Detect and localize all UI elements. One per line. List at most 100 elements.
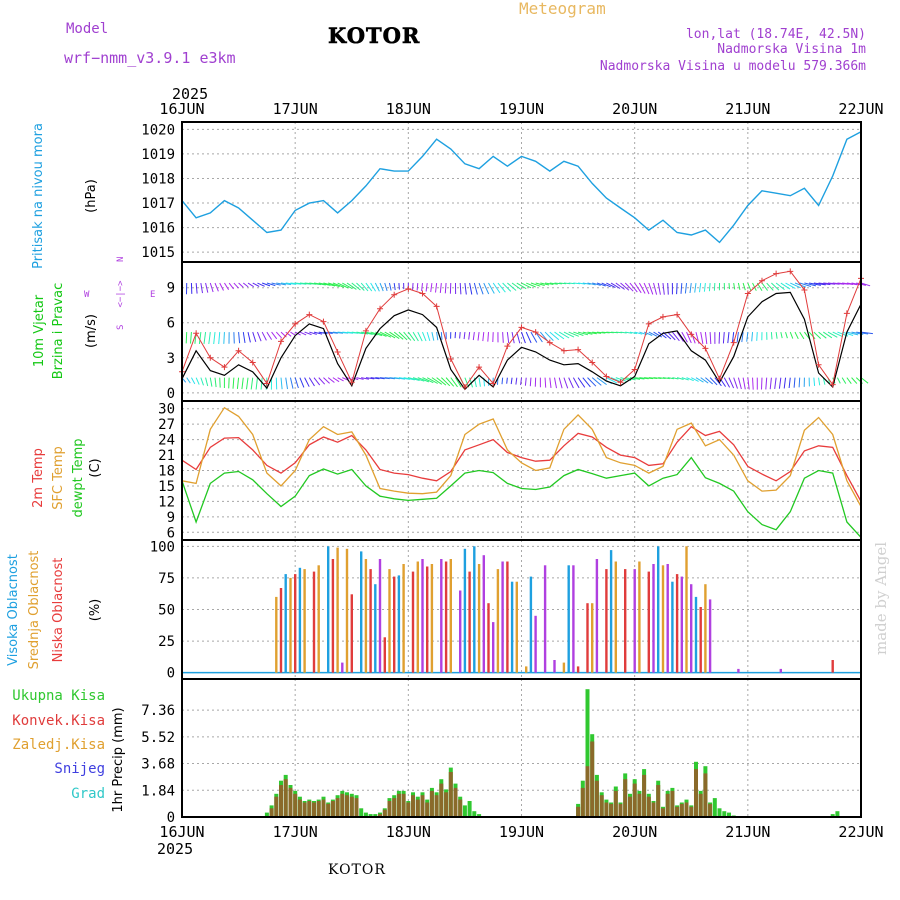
wind-barb: [417, 331, 423, 342]
gust-marker: [433, 303, 440, 310]
precip-legend: Ukupna Kisa Konvek.Kisa Zaledj.Kisa Snij…: [12, 688, 105, 802]
precip-bar: [727, 812, 731, 817]
precip-bar: [302, 802, 307, 817]
wind-barb: [737, 377, 742, 390]
day-label-top: 20JUN: [612, 100, 657, 118]
wind-barb: [606, 377, 618, 384]
cloud-bar: [440, 559, 443, 673]
wind-barb: [342, 282, 353, 290]
model-name: wrf−nmm_v3.9.1 e3km: [64, 49, 236, 67]
wind-barb: [516, 331, 521, 344]
wind-barb: [440, 332, 443, 340]
wind-barb: [360, 282, 369, 292]
day-label-top: 17JUN: [273, 100, 318, 118]
wind-barb: [823, 331, 833, 339]
cloud-bar: [647, 571, 650, 673]
precip-bar: [335, 798, 340, 817]
y-tick-label: 100: [150, 539, 175, 555]
wind-barb: [789, 331, 794, 339]
wind-barb: [261, 331, 267, 341]
wind-barb: [625, 331, 632, 334]
wind-barb: [601, 282, 611, 288]
wind-barb: [771, 282, 780, 291]
wind-barb: [506, 377, 508, 384]
precip-bar: [288, 787, 293, 817]
wind-barb: [694, 282, 697, 293]
precip-bar: [462, 805, 467, 817]
precip-bar: [623, 779, 628, 817]
wind-barb: [667, 331, 676, 341]
wind-barb: [488, 282, 495, 294]
wind-barb: [525, 331, 532, 344]
wind-barb: [247, 331, 251, 343]
cloud-bar: [317, 565, 320, 673]
wind-barb: [515, 377, 518, 385]
y-tick-label: 1015: [141, 245, 175, 261]
wind-barb: [356, 377, 364, 380]
wind-barb: [709, 377, 718, 386]
cloud-bar: [426, 566, 429, 673]
wind-barb: [643, 282, 650, 295]
precip-bar: [345, 795, 349, 817]
wind-barb: [516, 282, 527, 290]
gust-marker: [263, 380, 270, 387]
y-tick-label: 0: [167, 810, 175, 826]
wind-barb: [563, 331, 575, 338]
wind-barb: [563, 377, 569, 389]
gust-marker: [688, 331, 695, 338]
wind-barb: [247, 282, 254, 288]
wind-barb: [252, 331, 257, 342]
gust-marker: [221, 364, 228, 371]
gust-marker: [546, 339, 553, 346]
wind-barb: [568, 331, 579, 337]
precip-bar: [618, 803, 623, 817]
cloud-bar: [562, 662, 566, 673]
wind-barb: [851, 377, 858, 384]
wind-barb: [502, 332, 504, 343]
precip-bar: [434, 795, 439, 817]
y-tick-label: 6: [167, 316, 175, 332]
cloud-bar: [586, 603, 589, 673]
wind-barb: [304, 377, 310, 387]
wind-barb: [785, 282, 796, 289]
model-label: Model: [66, 21, 108, 37]
wind-barb: [260, 377, 263, 390]
precip-bar: [585, 766, 590, 817]
cloud-bar: [468, 571, 471, 673]
wind-barb: [684, 282, 688, 294]
wind-barb: [662, 282, 665, 295]
gust-marker: [843, 310, 850, 317]
cloud-bar: [345, 548, 349, 673]
wind-barb: [198, 332, 202, 344]
wind-barb: [477, 332, 480, 341]
precip-bar: [599, 795, 604, 817]
gust-marker: [306, 311, 313, 318]
precip-bar: [628, 796, 632, 817]
wind-barb: [644, 377, 654, 380]
wind-barb: [318, 377, 326, 385]
wind-barb: [722, 332, 725, 344]
day-label-bottom: 21JUN: [725, 823, 770, 841]
coords-label: lon,lat (18.74E, 42.5N): [686, 27, 866, 42]
wind-barb: [290, 331, 296, 336]
wind-barb: [822, 377, 826, 385]
wind-barb: [676, 377, 684, 380]
wind-barb: [190, 332, 192, 344]
elevation-label: Nadmorska Visina 1m: [717, 42, 866, 57]
precip-bar: [368, 814, 373, 817]
wind-barb: [510, 377, 513, 385]
cloud-bar: [289, 577, 292, 673]
wind-barb: [615, 282, 625, 290]
precip-bar: [656, 785, 661, 817]
wind-barb: [657, 331, 667, 339]
wind-barb: [620, 331, 627, 334]
wind-barb: [703, 282, 706, 292]
precip-bar: [392, 798, 397, 817]
day-label-bottom: 19JUN: [499, 823, 544, 841]
wind-barb: [398, 377, 410, 380]
precip-bar: [613, 790, 618, 817]
wind-barb: [577, 377, 586, 388]
cloud-bar: [459, 590, 462, 673]
wind-barb: [444, 282, 447, 294]
